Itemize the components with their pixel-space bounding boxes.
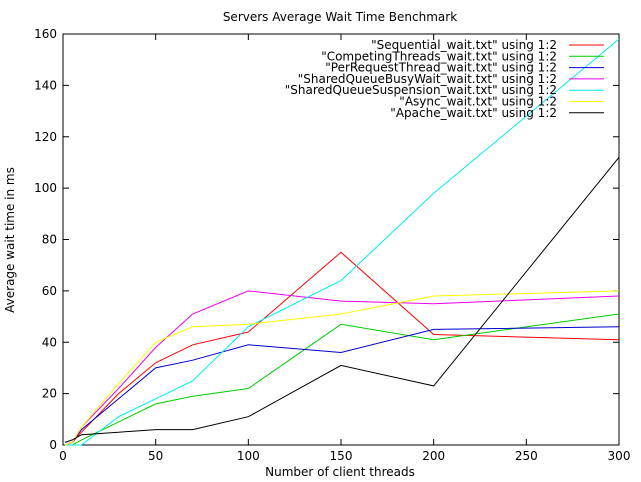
y-tick-label: 140 bbox=[34, 78, 57, 92]
chart-title: Servers Average Wait Time Benchmark bbox=[223, 10, 457, 24]
y-tick-label: 60 bbox=[42, 284, 57, 298]
series-lines bbox=[64, 38, 620, 446]
legend-label: "PerRequestThread_wait.txt" using 1:2 bbox=[325, 61, 557, 75]
legend-label: "SharedQueueBusyWait_wait.txt" using 1:2 bbox=[298, 72, 557, 86]
x-tick-label: 250 bbox=[515, 449, 538, 463]
y-tick-label: 0 bbox=[49, 438, 57, 452]
legend-label: "SharedQueueSuspension_wait.txt" using 1… bbox=[285, 83, 557, 97]
series-line-5 bbox=[64, 290, 620, 446]
series-line-6 bbox=[64, 156, 620, 443]
series-line-4 bbox=[64, 38, 620, 446]
y-tick-label: 20 bbox=[42, 387, 57, 401]
legend-label: "CompetingThreads_wait.txt" using 1:2 bbox=[321, 49, 557, 63]
y-tick-label: 120 bbox=[34, 130, 57, 144]
y-tick-label: 40 bbox=[42, 335, 57, 349]
y-tick-label: 100 bbox=[34, 181, 57, 195]
series-line-1 bbox=[64, 313, 620, 446]
series-line-0 bbox=[64, 251, 620, 446]
legend-label: "Sequential_wait.txt" using 1:2 bbox=[371, 38, 557, 52]
x-tick-label: 50 bbox=[148, 449, 163, 463]
legend-label: "Async_wait.txt" using 1:2 bbox=[399, 95, 557, 109]
x-tick-label: 0 bbox=[59, 449, 67, 463]
x-tick-label: 150 bbox=[330, 449, 353, 463]
x-tick-label: 200 bbox=[422, 449, 445, 463]
x-axis-label: Number of client threads bbox=[265, 465, 415, 479]
y-tick-label: 80 bbox=[42, 233, 57, 247]
y-tick-label: 160 bbox=[34, 27, 57, 41]
legend: "Sequential_wait.txt" using 1:2"Competin… bbox=[285, 38, 604, 120]
x-tick-label: 100 bbox=[237, 449, 260, 463]
axis-ticks: 0 50 100 150 200 250 300 0 20 40 60 80 100 120 140 160 bbox=[34, 27, 630, 463]
legend-label: "Apache_wait.txt" using 1:2 bbox=[390, 106, 557, 120]
x-tick-label: 300 bbox=[608, 449, 631, 463]
series-line-2 bbox=[64, 326, 620, 446]
y-axis-label: Average wait time in ms bbox=[3, 167, 17, 313]
